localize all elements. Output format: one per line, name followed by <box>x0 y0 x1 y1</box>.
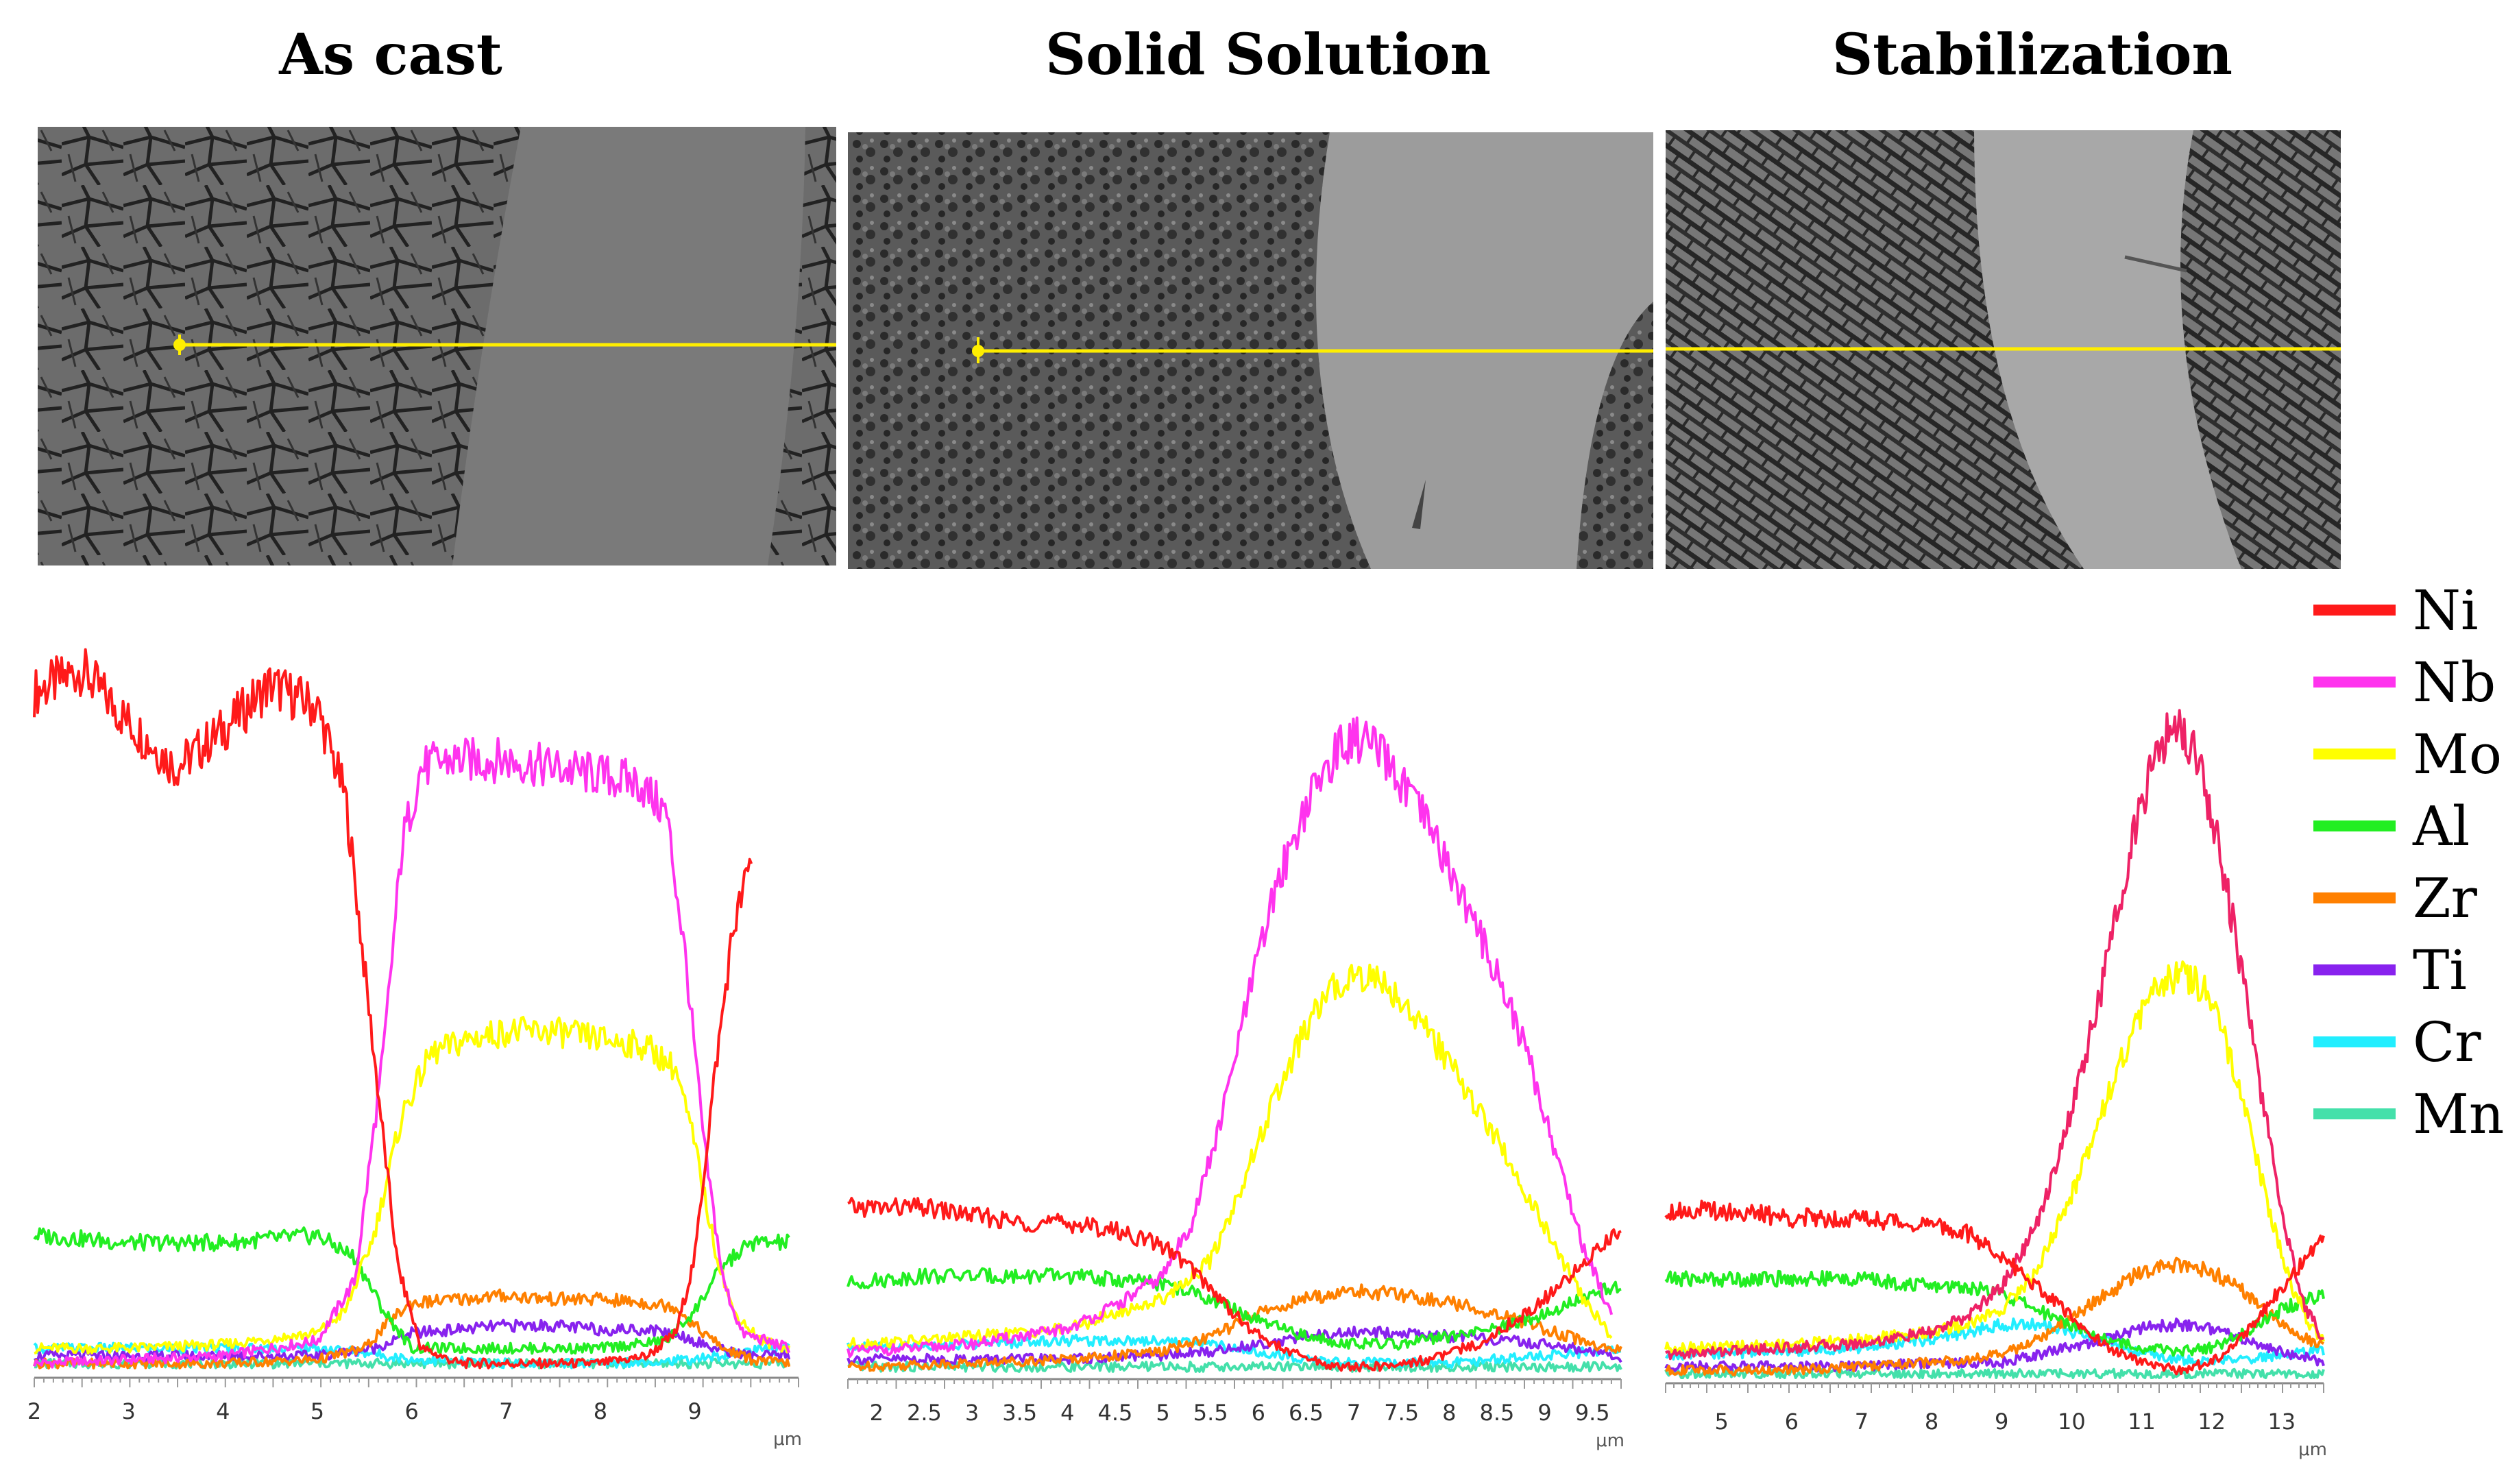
legend-label-ti: Ti <box>2413 938 2467 1002</box>
legend-swatch-cr <box>2313 1036 2396 1047</box>
legend-label-cr: Cr <box>2413 1010 2481 1074</box>
legend-swatch-ti <box>2313 964 2396 975</box>
x-tick-label: 7 <box>1347 1400 1361 1426</box>
x-tick-label: 5 <box>311 1398 324 1424</box>
x-tick-label: 3 <box>965 1400 979 1426</box>
series-line-nb <box>847 716 1614 1359</box>
series-line-ti <box>34 1318 791 1363</box>
as-cast-line-profile-chart: 234567891(μm <box>27 648 802 1450</box>
legend-label-zr: Zr <box>2413 866 2478 930</box>
panel-title-as-cast: As cast <box>278 22 502 88</box>
series-line-cr <box>847 1333 1622 1370</box>
x-tick-label: 9.5 <box>1575 1400 1610 1426</box>
series-line-zr <box>847 1283 1622 1372</box>
series-line-nb <box>33 737 791 1369</box>
x-tick-label: 5.5 <box>1193 1400 1228 1426</box>
legend-swatch-al <box>2313 820 2396 831</box>
x-tick-label: 2 <box>27 1398 41 1424</box>
x-tick-label: 2.5 <box>907 1400 942 1426</box>
panel-title-stabilization: Stabilization <box>1832 22 2232 88</box>
legend-label-mo: Mo <box>2413 722 2502 786</box>
legend-swatch-mn <box>2313 1108 2396 1119</box>
x-tick-label: 7 <box>499 1398 513 1424</box>
x-tick-label: 6.5 <box>1289 1400 1324 1426</box>
x-tick-label: 6 <box>1252 1400 1265 1426</box>
series-line-mo <box>847 963 1613 1350</box>
legend-swatch-mo <box>2313 749 2396 759</box>
series-line-ti <box>847 1325 1622 1365</box>
x-tick-label: 4 <box>1060 1400 1074 1426</box>
x-tick-label: 8 <box>1442 1400 1456 1426</box>
series-line-nb <box>1664 709 2324 1361</box>
series-line-mo <box>34 1016 791 1355</box>
series-line-ni <box>33 648 753 1370</box>
x-tick-label: 6 <box>1785 1409 1799 1435</box>
x-tick-label: 6 <box>404 1398 418 1424</box>
series-line-zr <box>1665 1256 2324 1376</box>
series-line-al <box>847 1267 1622 1351</box>
x-tick-label: 9 <box>1537 1400 1551 1426</box>
x-tick-label: 7.5 <box>1384 1400 1419 1426</box>
x-tick-label: 13 <box>2267 1409 2296 1435</box>
legend-label-ni: Ni <box>2413 579 2479 642</box>
solid-solution-line-profile-chart: 2 2.5 3 3.5 4 4.5 5 5.5 6 6.5 7 7.5 8 8.5 9 9.5 μm <box>847 716 1624 1451</box>
legend: Ni Nb Mo Al Zr Ti Cr Mn <box>2313 579 2504 1146</box>
panel-title-solid-solution: Solid Solution <box>1045 22 1491 88</box>
legend-swatch-zr <box>2313 892 2396 903</box>
series-line-cr <box>33 1341 790 1370</box>
x-axis-unit: μm <box>1596 1431 1624 1451</box>
x-tick-label: 8.5 <box>1480 1400 1515 1426</box>
x-tick-label: 5 <box>1715 1409 1729 1435</box>
stabilization-micrograph <box>1666 130 2341 569</box>
x-tick-label: 8 <box>1925 1409 1938 1435</box>
x-tick-label: 5 <box>1156 1400 1169 1426</box>
x-tick-label: 4.5 <box>1097 1400 1132 1426</box>
x-axis-unit: μm <box>2298 1439 2327 1460</box>
x-tick-label: 4 <box>216 1398 230 1424</box>
x-tick-label: 2 <box>870 1400 884 1426</box>
legend-label-mn: Mn <box>2413 1082 2504 1146</box>
x-tick-label: 12 <box>2198 1409 2226 1435</box>
x-tick-label: 8 <box>594 1398 607 1424</box>
legend-label-nb: Nb <box>2413 650 2496 714</box>
legend-label-al: Al <box>2412 794 2470 858</box>
x-tick-label: 7 <box>1855 1409 1869 1435</box>
series-line-ni <box>1664 1200 2325 1376</box>
as-cast-micrograph <box>38 127 836 565</box>
series-line-ni <box>847 1197 1622 1373</box>
legend-swatch-nb <box>2313 677 2396 688</box>
x-tick-label: 11 <box>2128 1409 2156 1435</box>
series-line-mn <box>1664 1367 2325 1379</box>
legend-swatch-ni <box>2313 605 2396 616</box>
solid-solution-micrograph <box>848 132 1653 569</box>
x-axis-unit: μm <box>773 1429 802 1450</box>
x-tick-label: 9 <box>687 1398 701 1424</box>
x-tick-label: 9 <box>1995 1409 2008 1435</box>
x-tick-label: 10 <box>2058 1409 2086 1435</box>
x-tick-label: 3 <box>121 1398 135 1424</box>
series-line-mn <box>847 1361 1622 1373</box>
x-tick-label: 3.5 <box>1002 1400 1037 1426</box>
